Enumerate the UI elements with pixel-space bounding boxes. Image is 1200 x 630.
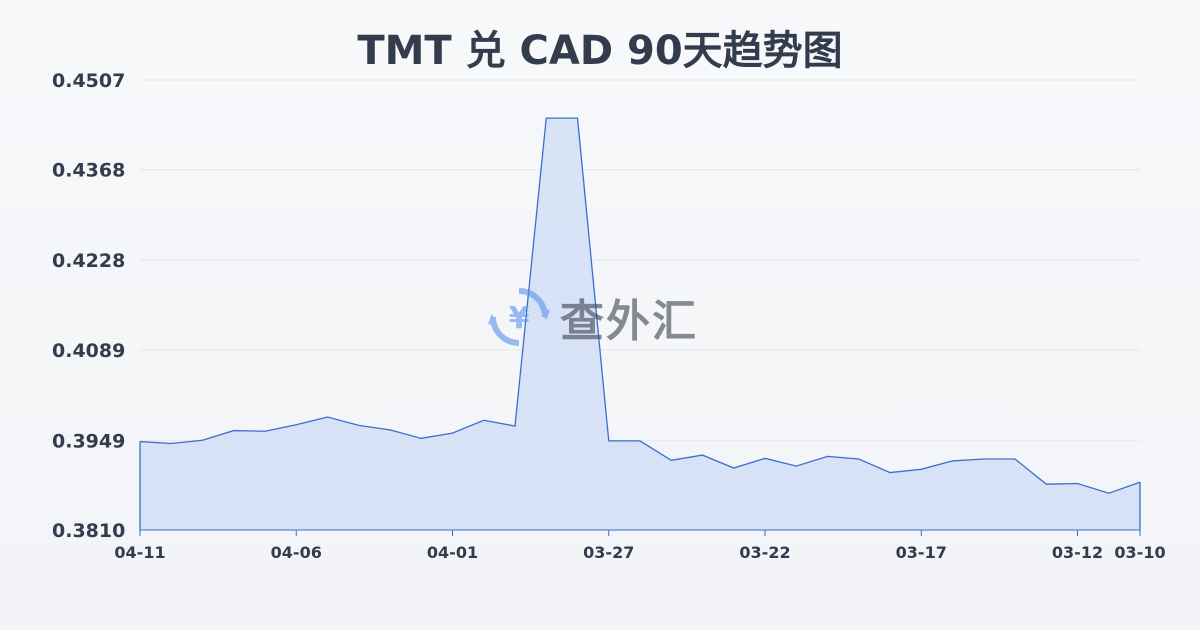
x-tick-label: 04-11 (114, 543, 165, 562)
x-tick-label: 04-06 (271, 543, 322, 562)
x-tick-label: 04-01 (427, 543, 478, 562)
x-tick-label: 03-17 (896, 543, 947, 562)
chart-title: TMT 兑 CAD 90天趋势图 (357, 28, 843, 74)
y-tick-label: 0.3810 (52, 520, 125, 542)
x-tick-label: 03-10 (1114, 543, 1165, 562)
y-tick-label: 0.3949 (52, 430, 125, 452)
area-fill (140, 118, 1140, 530)
yen-exchange-icon: ¥ (488, 288, 550, 346)
watermark: ¥ 查外汇 (488, 285, 698, 349)
x-tick-label: 03-22 (739, 543, 790, 562)
svg-text:¥: ¥ (509, 301, 530, 336)
y-tick-label: 0.4507 (52, 70, 125, 92)
x-tick-label: 03-12 (1052, 543, 1103, 562)
y-tick-label: 0.4368 (52, 160, 125, 182)
y-tick-label: 0.4089 (52, 340, 125, 362)
y-tick-label: 0.4228 (52, 250, 125, 272)
x-tick-label: 03-27 (583, 543, 634, 562)
watermark-text: 查外汇 (560, 296, 698, 347)
